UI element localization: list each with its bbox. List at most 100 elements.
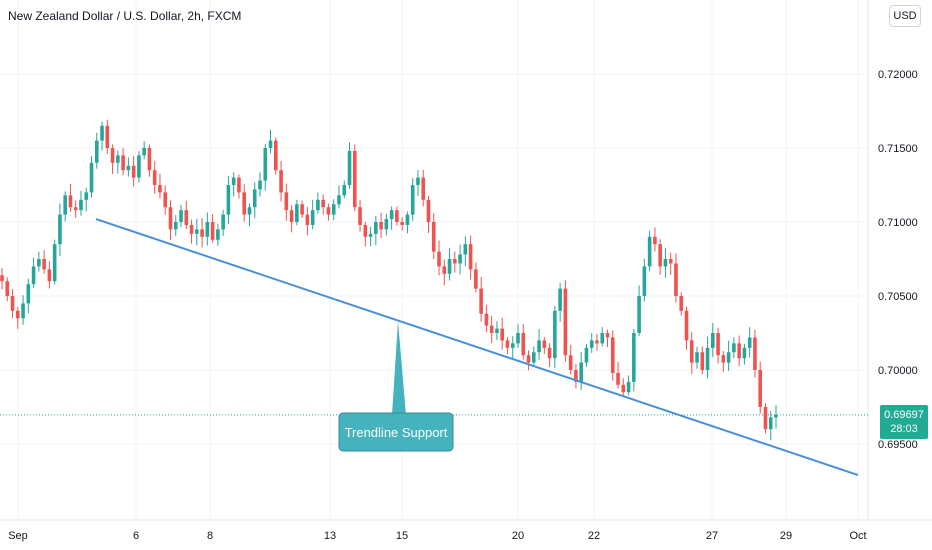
candle <box>316 192 320 214</box>
candle-body <box>684 310 689 341</box>
candle-body <box>79 199 83 211</box>
candle-body <box>121 155 125 171</box>
candle <box>400 217 404 231</box>
candle <box>89 155 94 198</box>
candle <box>447 248 452 281</box>
price-tick-label: 0.71000 <box>878 217 918 229</box>
candle-body <box>5 281 10 296</box>
candle <box>526 350 531 371</box>
candle <box>368 226 373 247</box>
candle <box>284 183 289 221</box>
candle-body <box>626 381 631 393</box>
candle-body <box>158 185 162 193</box>
time-axis[interactable]: Sep 6 8 13 15 20 22 27 29 Oct <box>8 530 866 542</box>
candle-body <box>15 310 20 319</box>
candle-body <box>547 347 552 359</box>
time-tick-label: 20 <box>512 530 524 542</box>
candle <box>416 169 420 197</box>
candle <box>763 403 768 434</box>
candle <box>500 317 505 350</box>
candle <box>758 361 763 414</box>
candle <box>305 206 310 236</box>
candle <box>568 344 573 375</box>
candle <box>121 148 125 176</box>
candle <box>716 327 720 364</box>
price-tick-label: 0.70500 <box>878 291 918 303</box>
candle-body <box>579 362 583 382</box>
candle-body <box>632 333 636 382</box>
candle <box>389 206 394 230</box>
candle <box>263 143 268 191</box>
candle <box>658 239 662 275</box>
candle <box>37 251 41 272</box>
chart-title: New Zealand Dollar / U.S. Dollar, 2h, FX… <box>8 9 242 23</box>
candle-body <box>289 210 294 222</box>
candle <box>358 199 362 232</box>
currency-button[interactable]: USD <box>889 5 921 27</box>
candle <box>495 321 499 340</box>
candle-body <box>210 222 215 240</box>
candle-body <box>326 207 331 215</box>
candle <box>747 327 752 358</box>
candle-body <box>721 355 726 363</box>
trendline-support[interactable] <box>95 218 859 477</box>
price-axis[interactable]: 0.72000 0.71500 0.71000 0.70500 0.70000 0.695… <box>878 69 918 451</box>
candle <box>347 142 352 189</box>
candle <box>31 257 36 288</box>
candle-body <box>279 170 283 193</box>
candle-body <box>737 343 741 359</box>
trendline-callout[interactable]: Trendline Support <box>338 321 454 452</box>
candle-body <box>58 214 62 245</box>
last-price-badge: 0.69697 28:03 <box>880 405 928 439</box>
candle <box>479 277 483 322</box>
candle-body <box>47 269 52 282</box>
candle-body <box>484 313 489 326</box>
candle-body <box>647 236 652 267</box>
candle-body <box>479 288 483 314</box>
candle <box>642 258 647 302</box>
candle <box>247 203 252 227</box>
candle-body <box>711 333 715 348</box>
candle <box>0 267 4 290</box>
candle <box>711 323 715 358</box>
candle-body <box>474 269 478 289</box>
candle <box>379 212 383 239</box>
candle-body <box>300 204 304 215</box>
candle-body <box>574 370 578 382</box>
candle <box>179 204 183 228</box>
candle <box>674 253 678 303</box>
candle <box>431 213 436 259</box>
candle <box>621 378 626 398</box>
price-tick-label: 0.70000 <box>878 365 918 377</box>
candle <box>195 218 199 246</box>
callout-pointer <box>392 321 406 415</box>
candle <box>163 185 168 215</box>
candle-body <box>500 328 505 341</box>
candle-body <box>321 199 325 208</box>
time-tick-label: 8 <box>207 530 213 542</box>
candle-body <box>400 222 404 225</box>
candle <box>600 327 605 347</box>
candle <box>732 337 736 359</box>
candle-body <box>295 204 299 222</box>
candle-body <box>374 222 378 234</box>
candle <box>574 363 578 389</box>
candle <box>632 328 636 392</box>
candle <box>110 144 115 174</box>
candle <box>331 199 336 221</box>
candle <box>689 332 694 375</box>
candle <box>221 209 225 236</box>
candle <box>453 251 457 273</box>
candle <box>237 174 241 199</box>
candle-body <box>68 195 73 208</box>
time-tick-label: Sep <box>8 530 28 542</box>
candle <box>52 239 57 285</box>
candle <box>405 211 410 234</box>
candle <box>26 278 31 314</box>
candle-body <box>568 355 573 370</box>
candle-body <box>331 204 336 215</box>
candle-body <box>668 259 673 264</box>
candle-body <box>505 340 510 348</box>
candle-body <box>774 414 778 418</box>
candle <box>695 346 699 369</box>
